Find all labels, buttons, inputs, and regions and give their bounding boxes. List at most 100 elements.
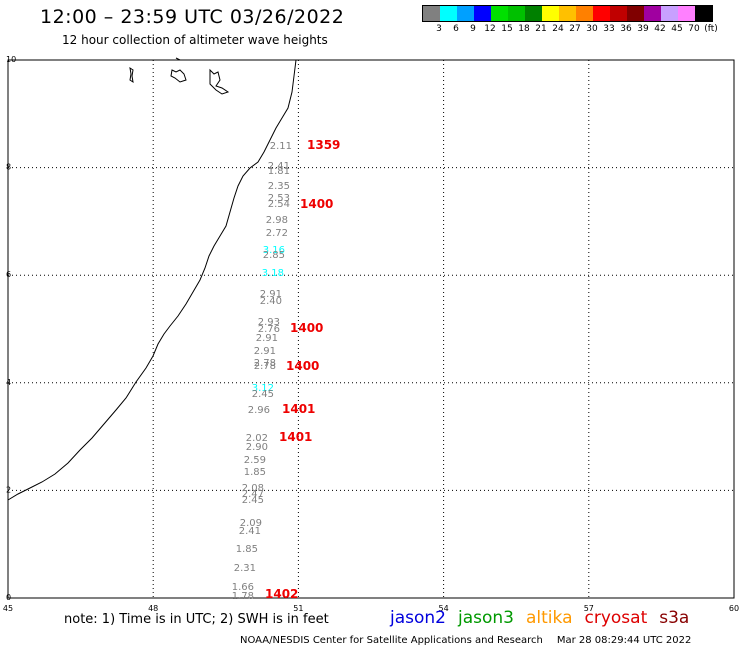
wave-height-label: 2.85 <box>263 250 285 261</box>
wave-height-label: 1.78 <box>232 591 254 602</box>
wave-height-label: 2.45 <box>242 495 264 506</box>
pass-time-label: 1400 <box>290 321 323 335</box>
scale-swatch <box>525 5 542 22</box>
credit-text: NOAA/NESDIS Center for Satellite Applica… <box>240 635 543 646</box>
satellite-s3a: s3a <box>659 608 690 628</box>
scale-label: (ft) <box>704 24 718 34</box>
timestamp-text: Mar 28 08:29:44 UTC 2022 <box>556 635 692 646</box>
wave-height-label: 2.91 <box>254 346 276 357</box>
wave-height-label: 3.12 <box>252 383 274 394</box>
wave-height-label: 2.76 <box>258 324 280 335</box>
scale-label: 33 <box>603 24 615 34</box>
pass-time-label: 1400 <box>286 359 319 373</box>
wave-height-label: 2.35 <box>268 181 290 192</box>
scale-label: 21 <box>535 24 547 34</box>
satellite-legend: jason2 jason3 altika cryosat s3a <box>390 608 701 628</box>
scale-swatch <box>678 5 695 22</box>
pass-time-label: 1401 <box>282 402 315 416</box>
wave-height-label: 2.31 <box>234 563 256 574</box>
color-scale-legend: 3 6 9 12 15 18 21 24 27 30 33 36 39 42 45 70 (ft) <box>422 5 718 34</box>
scale-swatch <box>661 5 678 22</box>
wave-height-label: 1.85 <box>244 467 266 478</box>
map-frame <box>7 59 735 599</box>
wave-height-label: 2.53 <box>268 193 290 204</box>
note-text: note: 1) Time is in UTC; 2) SWH is in fe… <box>64 612 329 627</box>
y-tick-label: 0 <box>6 593 11 602</box>
island-outline <box>209 68 230 95</box>
wave-height-label: 2.93 <box>258 317 280 328</box>
satellite-jason3: jason3 <box>458 608 514 628</box>
scale-label: 15 <box>501 24 513 34</box>
pass-time-label: 1359 <box>307 138 340 152</box>
scale-label: 45 <box>671 24 683 34</box>
coastline <box>7 59 297 501</box>
wave-height-label: 2.91 <box>256 333 278 344</box>
y-tick-label: 6 <box>6 270 11 279</box>
satellite-jason2: jason2 <box>390 608 446 628</box>
wave-height-label: 2.90 <box>246 442 268 453</box>
wave-height-label: 2.11 <box>270 141 292 152</box>
x-tick-label: 48 <box>148 604 158 613</box>
wave-height-label: 3.18 <box>262 268 284 279</box>
scale-label: 12 <box>484 24 496 34</box>
page-subtitle: 12 hour collection of altimeter wave hei… <box>62 33 328 47</box>
scale-label: 24 <box>552 24 564 34</box>
x-tick-label: 51 <box>293 604 303 613</box>
satellite-cryosat: cryosat <box>584 608 648 628</box>
pass-time-label: 1401 <box>279 430 312 444</box>
scale-swatch <box>542 5 559 22</box>
color-scale-swatches <box>422 5 713 22</box>
scale-swatch <box>440 5 457 22</box>
y-tick-label: 8 <box>6 163 11 172</box>
y-tick-label: 2 <box>6 485 11 494</box>
x-tick-label: 45 <box>3 604 13 613</box>
scale-label: 18 <box>518 24 530 34</box>
island-outline <box>170 57 187 83</box>
wave-height-label: 2.02 <box>246 433 268 444</box>
scale-label: 70 <box>688 24 700 34</box>
color-scale-labels: 3 6 9 12 15 18 21 24 27 30 33 36 39 42 45 70 (ft) <box>422 22 718 34</box>
island-outline <box>129 66 134 84</box>
wave-height-label: 3.16 <box>263 245 285 256</box>
wave-height-label: 1.81 <box>268 166 290 177</box>
scale-swatch <box>422 5 440 22</box>
wave-height-label: 2.98 <box>266 215 288 226</box>
scale-swatch <box>627 5 644 22</box>
scale-label: 3 <box>436 24 442 34</box>
scale-label: 39 <box>637 24 649 34</box>
wave-height-label: 2.72 <box>266 228 288 239</box>
scale-label: 30 <box>586 24 598 34</box>
wave-height-label: 2.78 <box>254 358 276 369</box>
page-title: 12:00 – 23:59 UTC 03/26/2022 <box>40 6 345 28</box>
y-tick-label: 10 <box>6 55 16 64</box>
x-tick-label: 54 <box>439 604 449 613</box>
wave-height-label: 2.08 <box>242 483 264 494</box>
y-tick-label: 4 <box>6 378 11 387</box>
scale-label: 27 <box>569 24 581 34</box>
scale-swatch <box>491 5 508 22</box>
scale-swatch <box>695 5 713 22</box>
scale-swatch <box>474 5 491 22</box>
wave-height-label: 1.66 <box>232 582 254 593</box>
wave-height-label: 2.59 <box>244 455 266 466</box>
scale-swatch <box>593 5 610 22</box>
wave-height-label: 2.09 <box>240 518 262 529</box>
credit-line: NOAA/NESDIS Center for Satellite Applica… <box>240 635 691 646</box>
satellite-altika: altika <box>526 608 573 628</box>
wave-height-label: 2.41 <box>239 526 261 537</box>
scale-swatch <box>559 5 576 22</box>
wave-height-label: 2.91 <box>260 289 282 300</box>
scale-label: 9 <box>470 24 476 34</box>
scale-swatch <box>610 5 627 22</box>
scale-swatch <box>457 5 474 22</box>
scale-label: 6 <box>453 24 459 34</box>
wave-height-label: 2.78 <box>254 361 276 372</box>
wave-height-label: 2.40 <box>260 296 282 307</box>
x-tick-label: 60 <box>729 604 739 613</box>
pass-time-label: 1402 <box>265 587 298 601</box>
wave-height-label: 2.47 <box>242 489 264 500</box>
wave-height-label: 2.41 <box>268 161 290 172</box>
wave-height-label: 1.85 <box>236 544 258 555</box>
scale-swatch <box>508 5 525 22</box>
